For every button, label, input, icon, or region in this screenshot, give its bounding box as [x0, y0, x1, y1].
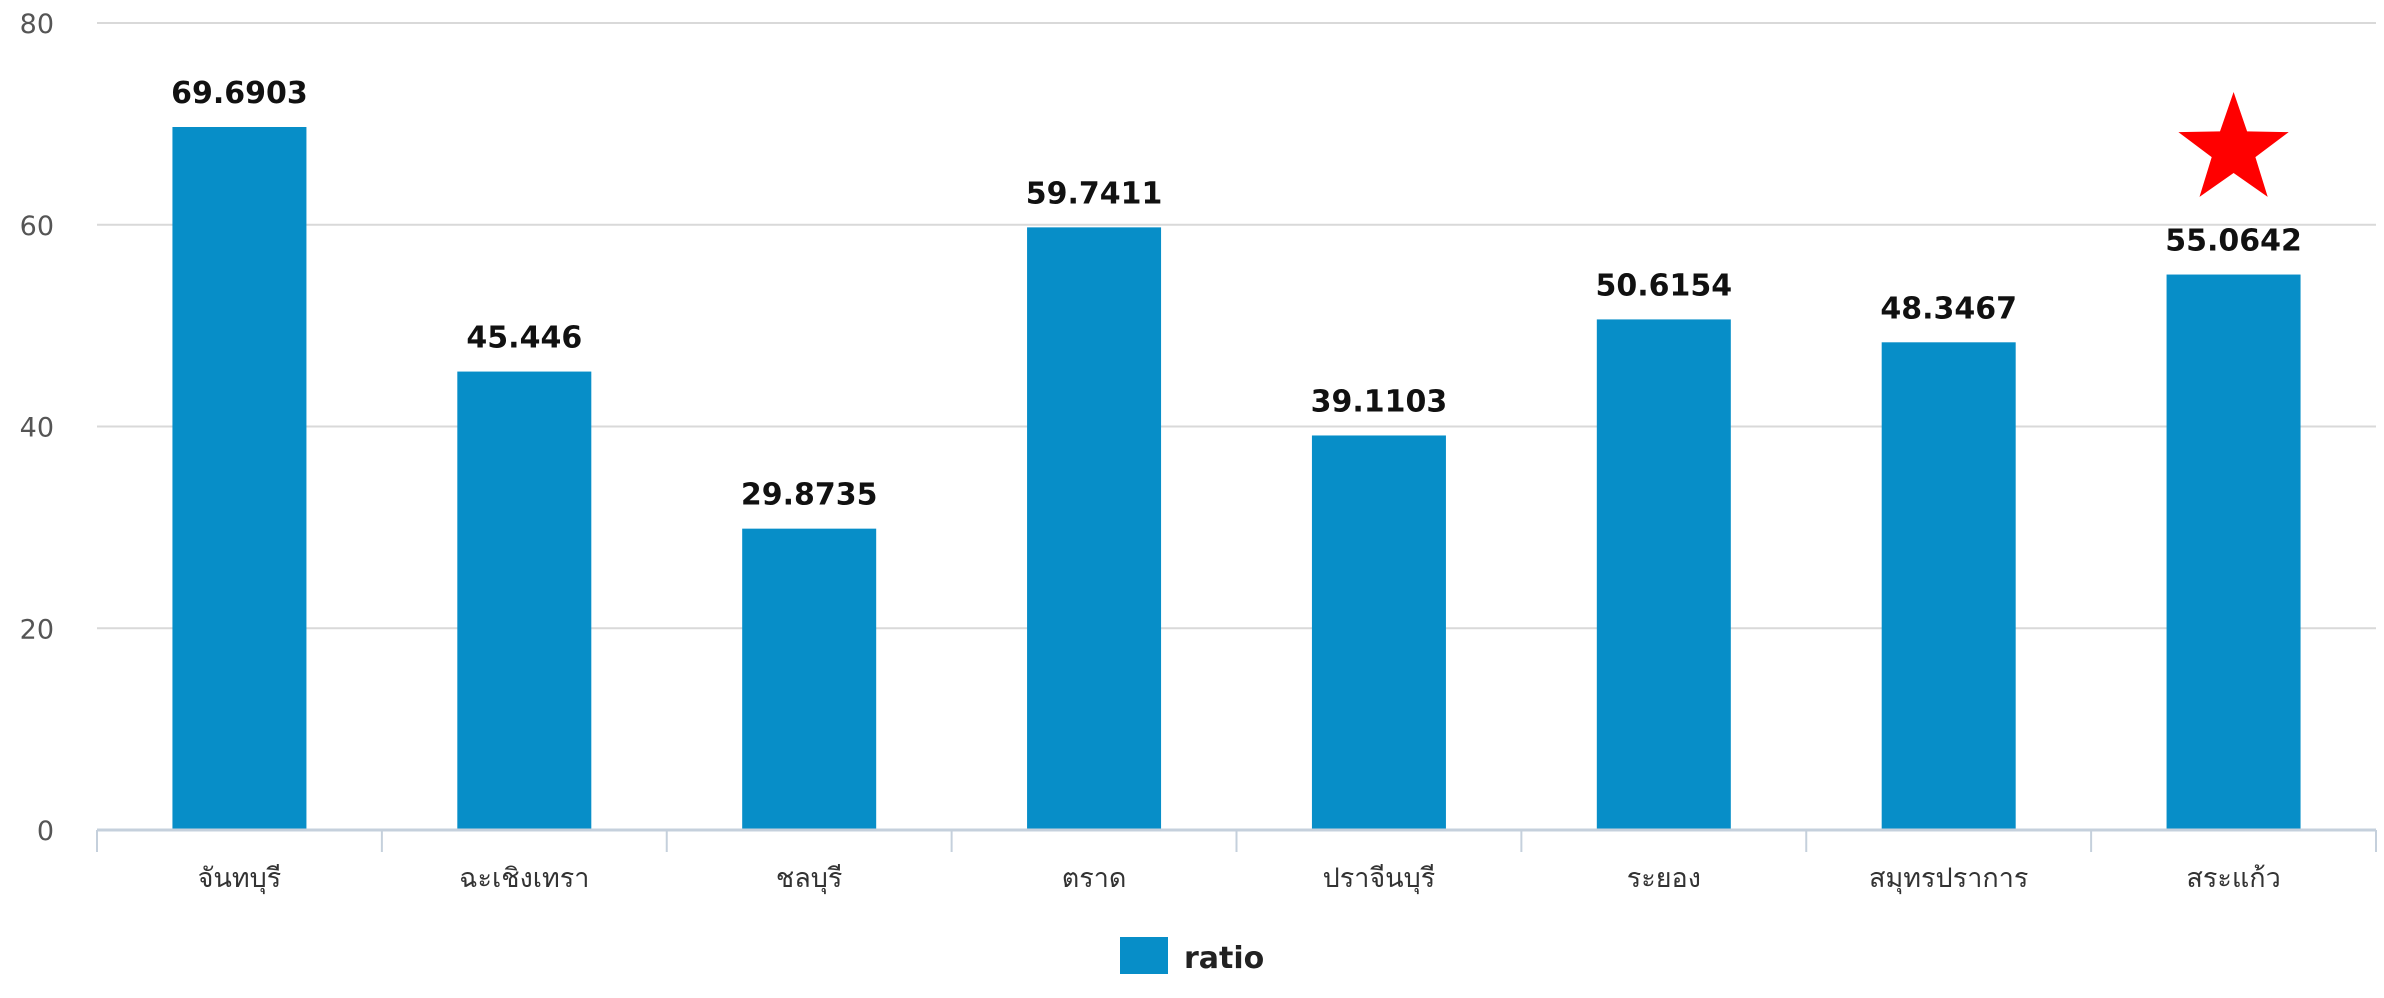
bar[interactable]: [1027, 227, 1162, 831]
bars: [172, 126, 2301, 831]
legend-label: ratio: [1184, 941, 1264, 976]
x-tick-label: จันทบุรี: [198, 863, 282, 895]
bar[interactable]: [742, 528, 877, 830]
y-tick-label: 20: [20, 614, 54, 645]
data-label: 69.6903: [171, 76, 308, 111]
y-tick-label: 60: [20, 211, 54, 242]
bar[interactable]: [1881, 342, 2016, 830]
data-label: 48.3467: [1880, 291, 2017, 326]
x-tick-label: สระแก้ว: [2186, 863, 2280, 894]
bar[interactable]: [1311, 435, 1446, 830]
highlight-marker: [2178, 92, 2289, 197]
data-label: 29.8735: [741, 478, 878, 513]
x-tick-label: ชลบุรี: [776, 863, 843, 895]
bar[interactable]: [457, 371, 592, 830]
y-tick-label: 0: [37, 816, 54, 847]
y-axis-ticks: 0 20 40 60 80: [20, 9, 54, 847]
star-icon: [2178, 92, 2289, 197]
data-labels: 69.6903 45.446 29.8735 59.7411 39.1103 50.615…: [171, 76, 2302, 513]
x-tick-label: ตราด: [1062, 863, 1127, 894]
data-label: 55.0642: [2165, 224, 2302, 259]
data-label: 59.7411: [1026, 176, 1163, 211]
y-tick-label: 40: [20, 413, 54, 444]
data-label: 39.1103: [1311, 384, 1448, 419]
x-tick-label: ระยอง: [1627, 863, 1701, 894]
data-label: 50.6154: [1595, 268, 1732, 303]
data-label: 45.446: [466, 321, 582, 356]
bar[interactable]: [172, 126, 307, 831]
legend-swatch: [1120, 937, 1168, 974]
x-tick-label: สมุทรปราการ: [1869, 863, 2028, 895]
x-tick-label: ปราจีนบุรี: [1323, 863, 1436, 895]
y-tick-label: 80: [20, 9, 54, 40]
x-axis: จันทบุรี ฉะเชิงเทรา ชลบุรี ตราด ปราจีนบุรี ระ…: [96, 828, 2377, 895]
legend[interactable]: ratio: [1120, 937, 1264, 976]
grid-lines: [97, 22, 2376, 630]
bar[interactable]: [1596, 319, 1731, 830]
x-tick-label: ฉะเชิงเทรา: [459, 863, 589, 894]
bar[interactable]: [2166, 274, 2301, 830]
